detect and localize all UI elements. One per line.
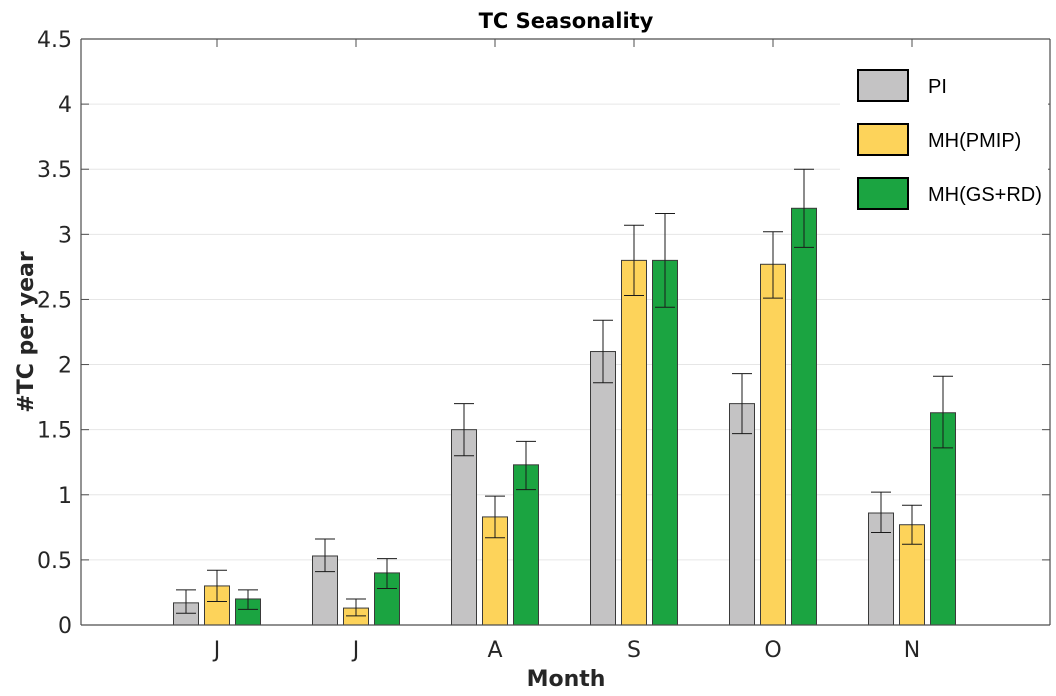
y-axis-label: #TC per year: [14, 251, 39, 413]
y-tick-label: 3: [58, 223, 72, 248]
y-tick-label: 2.5: [37, 288, 72, 313]
y-tick-label: 2: [58, 354, 72, 379]
error-bars: [176, 168, 953, 617]
legend-label: MH(PMIP): [928, 130, 1021, 152]
bar: [590, 351, 616, 626]
x-axis-label: Month: [527, 667, 606, 692]
y-tick-label: 4: [58, 93, 72, 118]
bar: [729, 403, 755, 626]
y-tick-label: 0.5: [37, 549, 72, 574]
chart-title: TC Seasonality: [479, 9, 654, 33]
y-tick-label: 3.5: [37, 158, 72, 183]
bar: [652, 259, 678, 626]
legend-swatch: [857, 177, 909, 210]
legend-label: PI: [928, 76, 947, 98]
y-tick-label: 1.5: [37, 419, 72, 444]
legend-swatch: [857, 69, 909, 102]
y-tick-label: 0: [58, 614, 72, 639]
x-tick-label: O: [764, 638, 781, 663]
x-tick-label: A: [487, 638, 502, 663]
x-tick-label: J: [212, 638, 221, 663]
x-tick-label: S: [627, 638, 641, 663]
bar: [791, 207, 817, 626]
x-tick-label: J: [351, 638, 360, 663]
axes: [80, 38, 1051, 626]
bar: [451, 429, 477, 626]
x-tick-label: N: [904, 638, 920, 663]
tick-labels: 0 0.5 1 1.5 2 2.5 3 3.5 4 4.5 J J A S O N: [37, 28, 920, 663]
legend-swatch: [857, 123, 909, 156]
legend: PI MH(PMIP) MH(GS+RD): [840, 50, 1048, 228]
y-tick-label: 1: [58, 484, 72, 509]
y-tick-label: 4.5: [37, 28, 72, 53]
bar: [760, 263, 786, 626]
legend-label: MH(GS+RD): [928, 184, 1042, 206]
bar: [312, 555, 338, 626]
bar: [621, 259, 647, 626]
